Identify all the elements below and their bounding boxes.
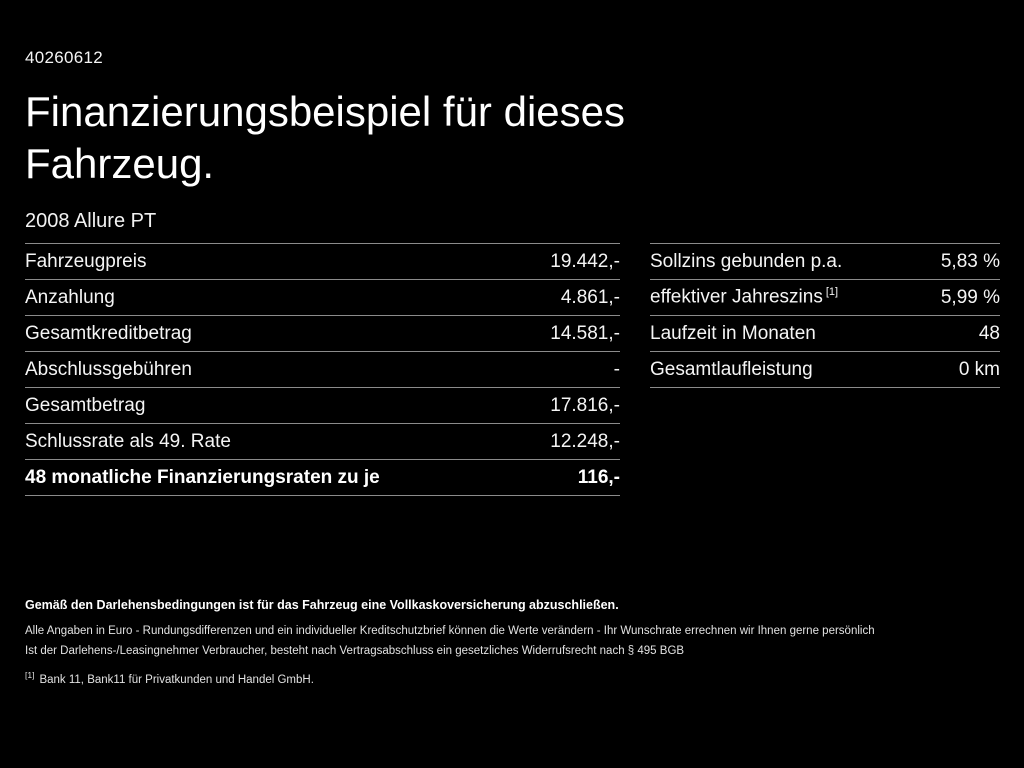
row-label: effektiver Jahreszins [1] [650, 286, 839, 308]
document-number: 40260612 [25, 48, 104, 67]
table-row: Gesamtbetrag 17.816,- [25, 387, 620, 423]
footnote-marker: [1] [25, 670, 35, 680]
financing-table-right: Sollzins gebunden p.a. 5,83 % effektiver… [650, 243, 1000, 388]
table-row: effektiver Jahreszins [1] 5,99 % [650, 279, 1000, 315]
row-value: 116,- [577, 466, 620, 488]
footer-note-insurance: Gemäß den Darlehensbedingungen ist für d… [25, 598, 619, 612]
table-row: Schlussrate als 49. Rate 12.248,- [25, 423, 620, 459]
table-row: Fahrzeugpreis 19.442,- [25, 243, 620, 279]
row-value: 19.442,- [550, 250, 620, 272]
footer-notes: Gemäß den Darlehensbedingungen ist für d… [25, 598, 1000, 686]
footnote-text: Bank 11, Bank11 für Privatkunden und Han… [39, 673, 314, 686]
footer-note-euro: Alle Angaben in Euro - Rundungsdifferenz… [25, 625, 875, 637]
row-value: 48 [978, 322, 1000, 344]
row-value: 5,83 % [940, 250, 1000, 272]
row-label: Gesamtkreditbetrag [25, 322, 192, 344]
row-value: 5,99 % [940, 286, 1000, 308]
row-label: Gesamtbetrag [25, 394, 146, 416]
row-label: 48 monatliche Finanzierungsraten zu je [25, 466, 380, 488]
table-row: Abschlussgebühren - [25, 351, 620, 387]
row-label: Fahrzeugpreis [25, 250, 147, 272]
row-value: 0 km [958, 358, 1000, 380]
footer-note-legal: Ist der Darlehens-/Leasingnehmer Verbrau… [25, 645, 685, 657]
vehicle-model: 2008 Allure PT [25, 210, 157, 232]
row-value: 12.248,- [550, 430, 620, 452]
row-label: Anzahlung [25, 286, 115, 308]
row-label: Schlussrate als 49. Rate [25, 430, 231, 452]
table-row: Laufzeit in Monaten 48 [650, 315, 1000, 351]
row-label: Laufzeit in Monaten [650, 322, 816, 344]
row-value: - [613, 358, 620, 380]
footnote-reference: [1] [825, 286, 839, 299]
table-row: Gesamtlaufleistung 0 km [650, 351, 1000, 387]
row-value: 4.861,- [560, 286, 620, 308]
table-row: Anzahlung 4.861,- [25, 279, 620, 315]
table-row: Gesamtkreditbetrag 14.581,- [25, 315, 620, 351]
row-label: Abschlussgebühren [25, 358, 192, 380]
row-value: 17.816,- [550, 394, 620, 416]
footnote-bank: [1] Bank 11, Bank11 für Privatkunden und … [25, 670, 1000, 686]
row-value: 14.581,- [550, 322, 620, 344]
row-label: Sollzins gebunden p.a. [650, 250, 843, 272]
page-title: Finanzierungsbeispiel für dieses Fahrzeu… [25, 88, 625, 187]
table-row-monthly-rate: 48 monatliche Finanzierungsraten zu je 1… [25, 459, 620, 495]
table-row: Sollzins gebunden p.a. 5,83 % [650, 243, 1000, 279]
financing-table-left: Fahrzeugpreis 19.442,- Anzahlung 4.861,-… [25, 243, 620, 496]
row-label: Gesamtlaufleistung [650, 358, 813, 380]
